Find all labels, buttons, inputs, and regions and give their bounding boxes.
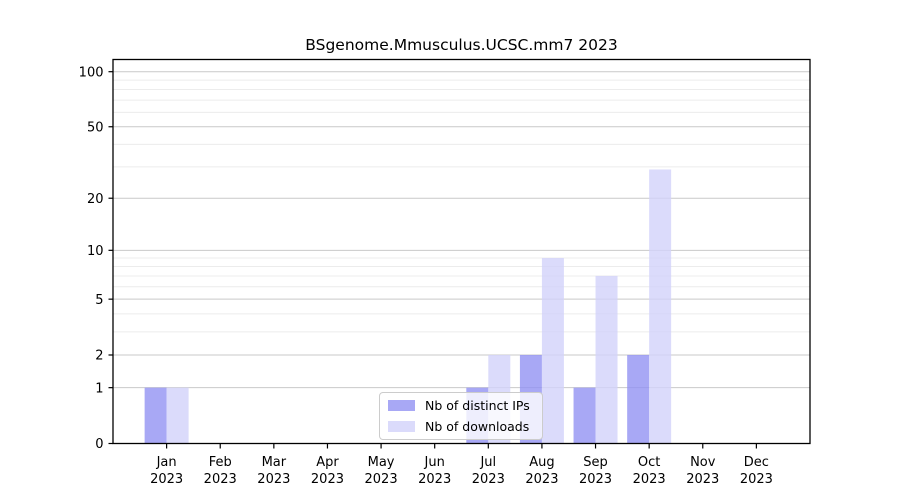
x-tick-label-year: 2023 bbox=[686, 472, 719, 487]
y-tick-label: 50 bbox=[87, 120, 104, 135]
x-tick-label-year: 2023 bbox=[740, 472, 773, 487]
x-tick-label-month: Jul bbox=[479, 455, 496, 470]
x-tick-label-month: Apr bbox=[316, 455, 339, 470]
x-tick-label-month: Nov bbox=[690, 455, 716, 470]
bar-downloads-jan bbox=[166, 387, 189, 444]
x-tick-label-month: Jun bbox=[424, 455, 445, 470]
x-tick-label-month: May bbox=[368, 455, 395, 470]
legend-label-distinct-ips: Nb of distinct IPs bbox=[425, 398, 530, 413]
y-tick-label: 20 bbox=[87, 192, 104, 207]
bar-distinct-ips-oct bbox=[627, 354, 650, 444]
x-tick-label-month: Sep bbox=[583, 455, 608, 470]
x-tick-label-year: 2023 bbox=[579, 472, 612, 487]
x-tick-label-year: 2023 bbox=[472, 472, 505, 487]
chart-title: BSgenome.Mmusculus.UCSC.mm7 2023 bbox=[305, 36, 618, 54]
legend-item-distinct-ips: Nb of distinct IPs bbox=[388, 397, 534, 414]
bar-downloads-sep bbox=[595, 275, 618, 444]
legend: Nb of distinct IPs Nb of downloads bbox=[379, 392, 543, 440]
x-tick-label-year: 2023 bbox=[365, 472, 398, 487]
x-tick-label-month: Mar bbox=[262, 455, 287, 470]
bar-distinct-ips-sep bbox=[573, 387, 596, 444]
x-tick-label-year: 2023 bbox=[257, 472, 290, 487]
y-tick-label: 5 bbox=[95, 293, 103, 308]
legend-item-downloads: Nb of downloads bbox=[388, 418, 534, 435]
x-tick-label-year: 2023 bbox=[150, 472, 183, 487]
y-tick-label: 100 bbox=[79, 65, 104, 80]
x-tick-label-month: Feb bbox=[209, 455, 232, 470]
x-tick-label-month: Oct bbox=[638, 455, 660, 470]
y-tick-label: 0 bbox=[95, 437, 103, 452]
x-tick-label-month: Jan bbox=[156, 455, 177, 470]
y-tick-label: 1 bbox=[95, 381, 103, 396]
legend-swatch-downloads bbox=[388, 421, 415, 432]
plot-frame bbox=[112, 58, 811, 445]
bar-distinct-ips-jan bbox=[144, 387, 167, 444]
y-tick-label: 2 bbox=[95, 349, 103, 364]
x-tick-label-year: 2023 bbox=[525, 472, 558, 487]
x-tick-label-year: 2023 bbox=[311, 472, 344, 487]
bar-downloads-aug bbox=[541, 258, 564, 444]
legend-swatch-distinct-ips bbox=[388, 400, 415, 411]
x-tick-label-year: 2023 bbox=[204, 472, 237, 487]
bar-downloads-oct bbox=[649, 169, 672, 444]
legend-label-downloads: Nb of downloads bbox=[425, 419, 530, 434]
y-tick-label: 10 bbox=[87, 244, 104, 259]
x-tick-label-year: 2023 bbox=[633, 472, 666, 487]
x-tick-label-month: Aug bbox=[529, 455, 554, 470]
x-tick-label-year: 2023 bbox=[418, 472, 451, 487]
x-tick-label-month: Dec bbox=[744, 455, 769, 470]
